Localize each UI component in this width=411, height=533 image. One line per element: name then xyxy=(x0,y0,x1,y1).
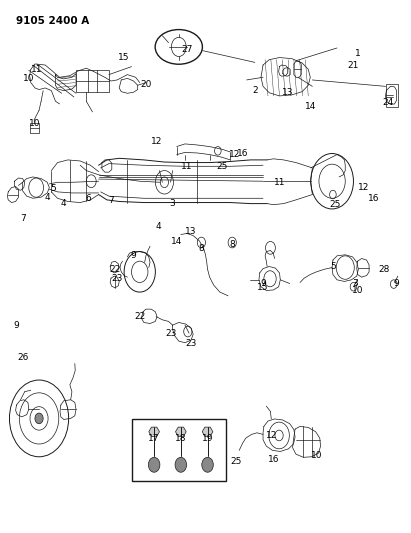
Text: 12: 12 xyxy=(358,183,369,192)
Text: 19: 19 xyxy=(202,434,213,442)
Text: 5: 5 xyxy=(51,184,56,192)
Text: 18: 18 xyxy=(175,434,187,442)
Text: 20: 20 xyxy=(140,80,152,88)
Text: 8: 8 xyxy=(229,240,235,248)
Text: 9: 9 xyxy=(14,321,19,329)
Text: 3: 3 xyxy=(170,199,175,208)
Circle shape xyxy=(148,457,160,472)
Text: 12: 12 xyxy=(266,431,277,440)
Text: 15: 15 xyxy=(257,284,269,292)
Text: 10: 10 xyxy=(29,119,41,128)
Text: 9: 9 xyxy=(394,279,399,288)
Text: 15: 15 xyxy=(118,53,129,61)
Text: 10: 10 xyxy=(352,286,363,295)
Text: 16: 16 xyxy=(237,149,248,158)
Polygon shape xyxy=(202,427,213,437)
Text: 22: 22 xyxy=(109,265,121,273)
Text: 26: 26 xyxy=(17,353,28,361)
Text: 14: 14 xyxy=(171,237,182,246)
Circle shape xyxy=(35,413,43,424)
Circle shape xyxy=(175,457,187,472)
Polygon shape xyxy=(175,427,186,437)
Text: 27: 27 xyxy=(181,45,193,54)
Text: 21: 21 xyxy=(348,61,359,69)
Text: 10: 10 xyxy=(23,74,35,83)
Text: 4: 4 xyxy=(44,193,50,201)
Text: 12: 12 xyxy=(150,137,162,146)
Bar xyxy=(30,123,39,133)
Bar xyxy=(386,84,398,107)
Text: 24: 24 xyxy=(383,98,394,107)
Text: 9: 9 xyxy=(260,279,266,288)
Text: 23: 23 xyxy=(165,329,176,337)
Text: 11: 11 xyxy=(181,162,193,171)
Text: 4: 4 xyxy=(155,222,161,231)
Text: 13: 13 xyxy=(282,88,293,97)
Text: 7: 7 xyxy=(108,197,114,205)
Text: 23: 23 xyxy=(185,340,197,348)
Text: 16: 16 xyxy=(268,455,279,464)
Text: 2: 2 xyxy=(252,86,258,95)
Text: 25: 25 xyxy=(329,200,341,208)
Text: 13: 13 xyxy=(185,228,197,236)
Text: 3: 3 xyxy=(353,279,358,288)
Text: 4: 4 xyxy=(61,199,67,208)
Text: 9: 9 xyxy=(131,252,136,260)
Text: 1: 1 xyxy=(355,49,360,58)
Text: 28: 28 xyxy=(379,265,390,273)
Text: 6: 6 xyxy=(85,195,91,203)
Text: 23: 23 xyxy=(111,274,123,282)
Circle shape xyxy=(202,457,213,472)
Polygon shape xyxy=(149,427,159,437)
Text: 14: 14 xyxy=(305,102,316,111)
Text: 12: 12 xyxy=(229,150,240,159)
Text: 8: 8 xyxy=(199,245,204,253)
Text: 25: 25 xyxy=(231,457,242,465)
Bar xyxy=(76,70,109,92)
Bar xyxy=(132,419,226,481)
Text: 11: 11 xyxy=(31,65,43,74)
Text: 25: 25 xyxy=(216,162,228,171)
Text: 17: 17 xyxy=(148,434,160,442)
Text: 5: 5 xyxy=(330,262,336,271)
Text: 10: 10 xyxy=(311,451,322,460)
Text: 9105 2400 A: 9105 2400 A xyxy=(16,16,90,26)
Text: 7: 7 xyxy=(20,214,25,223)
Text: 16: 16 xyxy=(368,194,380,203)
Text: 11: 11 xyxy=(274,179,285,187)
Text: 22: 22 xyxy=(134,312,145,320)
